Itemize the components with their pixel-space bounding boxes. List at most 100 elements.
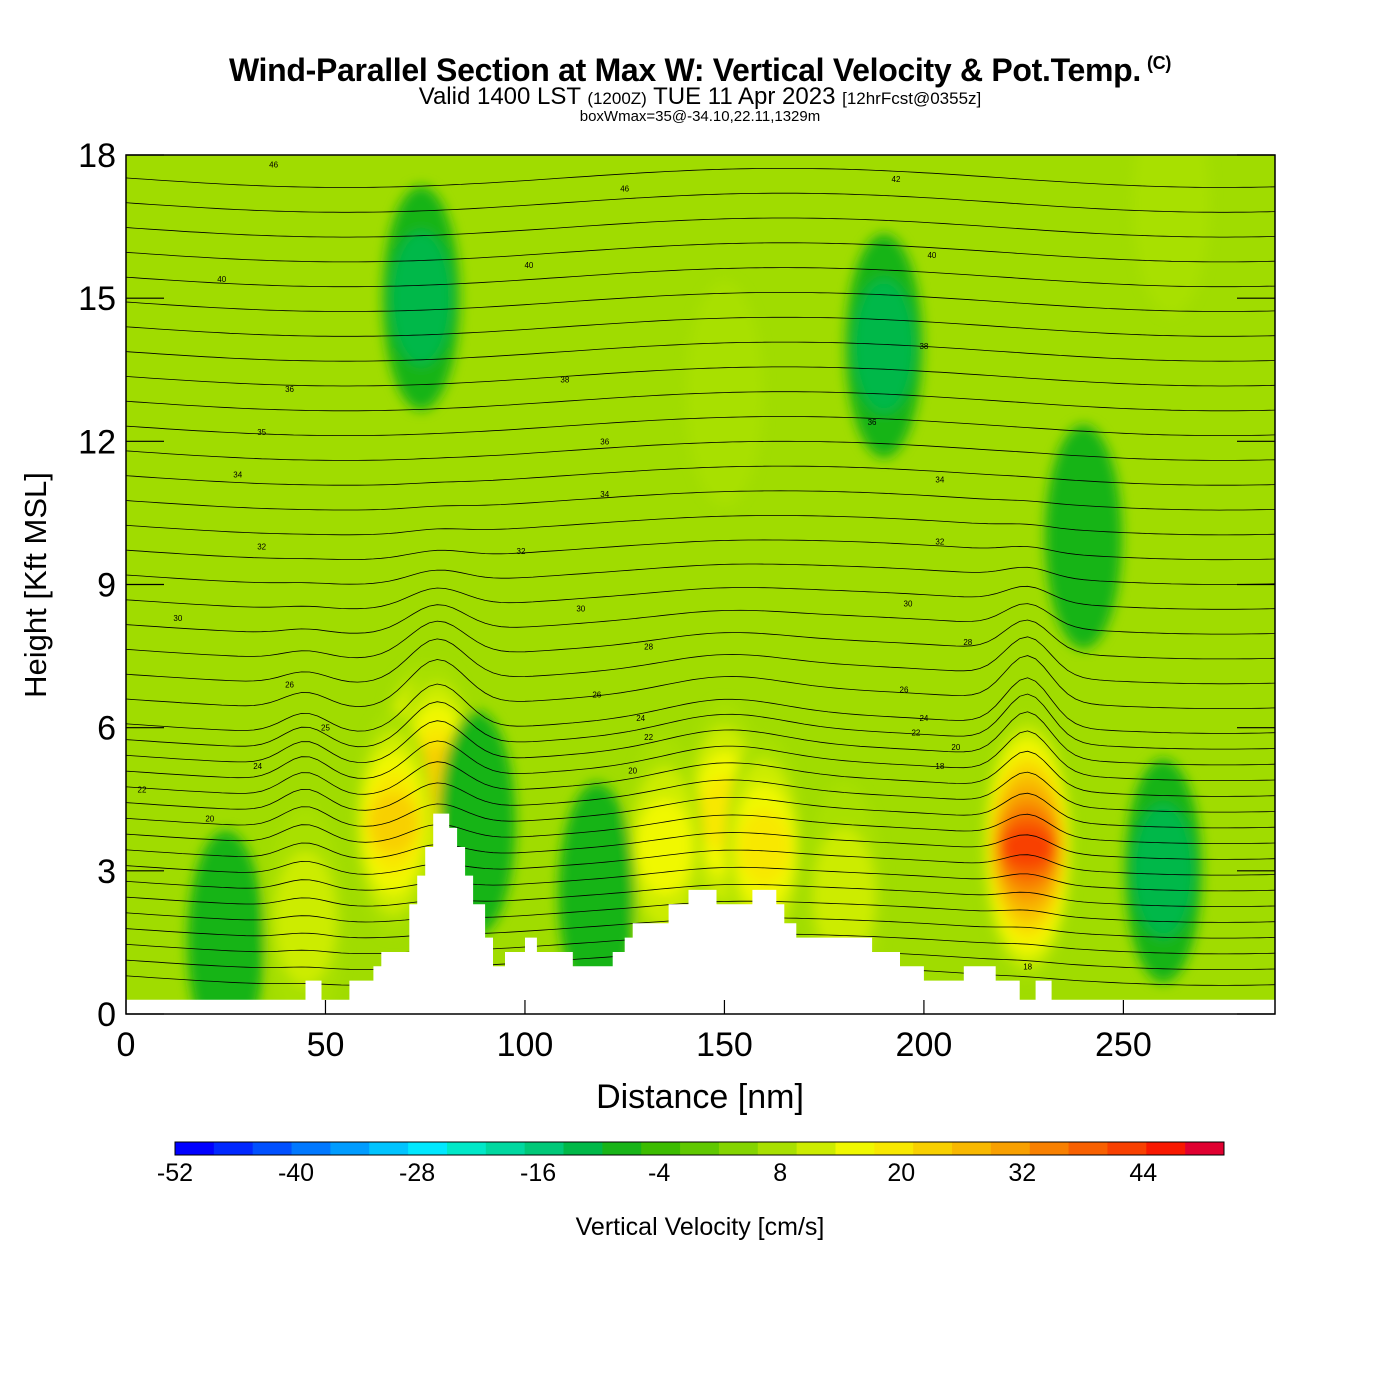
theta-contour bbox=[126, 771, 1275, 813]
contour-label: 24 bbox=[636, 714, 645, 723]
theta-contour bbox=[126, 465, 1275, 486]
contour-label: 20 bbox=[628, 767, 637, 776]
contour-label: 32 bbox=[257, 542, 266, 551]
theta-contour bbox=[126, 866, 1275, 892]
theta-contour bbox=[126, 832, 1275, 860]
colorbar-swatch bbox=[718, 1142, 759, 1155]
contour-label: 40 bbox=[217, 275, 226, 284]
theta-contour bbox=[126, 677, 1275, 734]
x-tick-label: 200 bbox=[896, 1026, 953, 1064]
contour-label: 20 bbox=[951, 743, 960, 752]
theta-contour bbox=[126, 366, 1275, 387]
colorbar-swatch bbox=[835, 1142, 875, 1155]
theta-contour bbox=[126, 585, 1275, 610]
y-tick-label: 12 bbox=[78, 423, 116, 461]
x-axis-label: Distance [nm] bbox=[596, 1078, 804, 1116]
contour-label: 40 bbox=[927, 251, 936, 260]
contour-label: 22 bbox=[138, 786, 147, 795]
contour-label: 18 bbox=[935, 762, 944, 771]
y-tick-label: 9 bbox=[97, 567, 116, 605]
w-contour-fill bbox=[813, 827, 875, 962]
contour-label: 20 bbox=[205, 814, 214, 823]
contour-label: 24 bbox=[919, 714, 928, 723]
contour-label: 36 bbox=[285, 385, 294, 394]
contour-label: 18 bbox=[1023, 962, 1032, 971]
theta-contour bbox=[126, 391, 1275, 412]
w-contour-fill bbox=[390, 230, 452, 366]
contour-label: 24 bbox=[253, 762, 262, 771]
contour-label: 36 bbox=[600, 437, 609, 446]
colorbar-swatch bbox=[913, 1142, 953, 1155]
theta-contour bbox=[126, 693, 1275, 750]
box-info: boxWmax=35@-34.10,22.11,1329m bbox=[579, 108, 821, 125]
w-contour-fill bbox=[1045, 424, 1122, 649]
theta-contour bbox=[126, 884, 1275, 907]
colorbar-swatch bbox=[602, 1142, 642, 1155]
theta-contour bbox=[126, 168, 1275, 188]
colorbar-swatch bbox=[446, 1142, 487, 1155]
theta-contour bbox=[126, 416, 1275, 436]
colorbar-swatch bbox=[1185, 1142, 1225, 1155]
contour-label: 26 bbox=[285, 681, 294, 690]
y-axis-label: Height [Kft MSL] bbox=[18, 472, 53, 698]
copyright-mark: (C) bbox=[1146, 53, 1172, 74]
theta-contour bbox=[126, 217, 1275, 238]
contour-label: 26 bbox=[592, 690, 601, 699]
colorbar-tick-label: 32 bbox=[1008, 1159, 1036, 1187]
colorbar-tick-label: -52 bbox=[157, 1159, 193, 1187]
colorbar-swatch bbox=[252, 1142, 293, 1155]
contour-label: 26 bbox=[900, 685, 909, 694]
colorbar-tick-label: -16 bbox=[520, 1159, 556, 1187]
colorbar-swatch bbox=[757, 1142, 798, 1155]
contour-label: 30 bbox=[576, 604, 585, 613]
colorbar-swatch bbox=[874, 1142, 914, 1155]
y-tick-label: 15 bbox=[78, 280, 116, 318]
theta-contour bbox=[126, 711, 1275, 766]
colorbar-swatch bbox=[524, 1142, 565, 1155]
contour-label: 46 bbox=[269, 161, 278, 170]
w-contour-fill bbox=[368, 792, 418, 854]
theta-contour bbox=[126, 813, 1275, 844]
theta-contour bbox=[126, 292, 1275, 312]
valid-date: TUE 11 Apr 2023 bbox=[653, 83, 836, 110]
w-contour-fill bbox=[637, 798, 693, 895]
theta-contour bbox=[126, 192, 1275, 213]
contour-label: 34 bbox=[935, 476, 944, 485]
colorbar-swatch bbox=[990, 1142, 1031, 1155]
y-tick-label: 18 bbox=[78, 137, 116, 175]
x-tick-label: 50 bbox=[307, 1026, 345, 1064]
contour-label: 42 bbox=[892, 175, 901, 184]
colorbar-swatch bbox=[1068, 1142, 1108, 1155]
contour-label: 30 bbox=[904, 600, 913, 609]
colorbar-swatch bbox=[952, 1142, 992, 1155]
theta-contour bbox=[126, 341, 1275, 362]
colorbar-swatch bbox=[369, 1142, 409, 1155]
theta-contour bbox=[126, 655, 1275, 709]
contour-label: 40 bbox=[524, 261, 533, 270]
contour-label: 25 bbox=[321, 724, 330, 733]
w-contour-fill bbox=[853, 278, 915, 414]
theta-contour bbox=[126, 603, 1275, 635]
contour-label: 22 bbox=[911, 728, 920, 737]
colorbar-swatch bbox=[1146, 1142, 1186, 1155]
terrain-mask bbox=[126, 813, 1275, 1014]
colorbar-tick-label: -28 bbox=[399, 1159, 435, 1187]
w-contour-fill bbox=[1132, 803, 1195, 939]
theta-contour bbox=[126, 515, 1275, 536]
contour-label: 38 bbox=[919, 342, 928, 351]
w-contour-fill bbox=[738, 809, 790, 885]
colorbar-tick-label: 44 bbox=[1129, 1159, 1157, 1187]
theta-contour bbox=[126, 750, 1275, 797]
colorbar-swatch bbox=[563, 1142, 603, 1155]
theta-contour bbox=[126, 440, 1275, 461]
colorbar-swatch bbox=[291, 1142, 331, 1155]
colorbar-label: Vertical Velocity [cm/s] bbox=[575, 1213, 825, 1241]
colorbar-swatch bbox=[213, 1142, 254, 1155]
y-tick-label: 6 bbox=[97, 710, 116, 748]
contour-label: 32 bbox=[517, 547, 526, 556]
contour-label: 28 bbox=[644, 643, 653, 652]
contour-label: 46 bbox=[620, 184, 629, 193]
theta-contour bbox=[126, 730, 1275, 781]
forecast-info: [12hrFcst@0355z] bbox=[842, 89, 982, 108]
colorbar-swatch bbox=[408, 1142, 448, 1155]
